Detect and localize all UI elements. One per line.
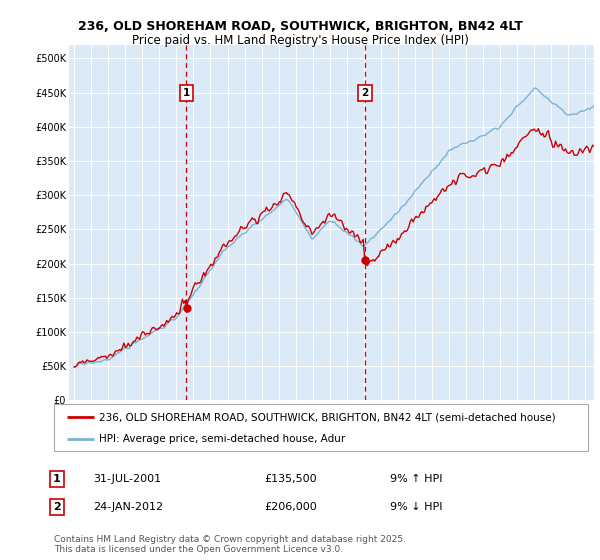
Text: 31-JUL-2001: 31-JUL-2001 [93,474,161,484]
Text: 2: 2 [361,88,369,98]
Text: 236, OLD SHOREHAM ROAD, SOUTHWICK, BRIGHTON, BN42 4LT: 236, OLD SHOREHAM ROAD, SOUTHWICK, BRIGH… [77,20,523,32]
FancyBboxPatch shape [54,404,588,451]
Text: £135,500: £135,500 [264,474,317,484]
Text: 24-JAN-2012: 24-JAN-2012 [93,502,163,512]
Text: 1: 1 [53,474,61,484]
Text: 9% ↑ HPI: 9% ↑ HPI [390,474,443,484]
Text: 1: 1 [182,88,190,98]
Text: £206,000: £206,000 [264,502,317,512]
Text: 2: 2 [53,502,61,512]
Text: 9% ↓ HPI: 9% ↓ HPI [390,502,443,512]
Text: HPI: Average price, semi-detached house, Adur: HPI: Average price, semi-detached house,… [100,434,346,444]
Text: Price paid vs. HM Land Registry's House Price Index (HPI): Price paid vs. HM Land Registry's House … [131,34,469,46]
Text: 236, OLD SHOREHAM ROAD, SOUTHWICK, BRIGHTON, BN42 4LT (semi-detached house): 236, OLD SHOREHAM ROAD, SOUTHWICK, BRIGH… [100,412,556,422]
Text: Contains HM Land Registry data © Crown copyright and database right 2025.
This d: Contains HM Land Registry data © Crown c… [54,535,406,554]
